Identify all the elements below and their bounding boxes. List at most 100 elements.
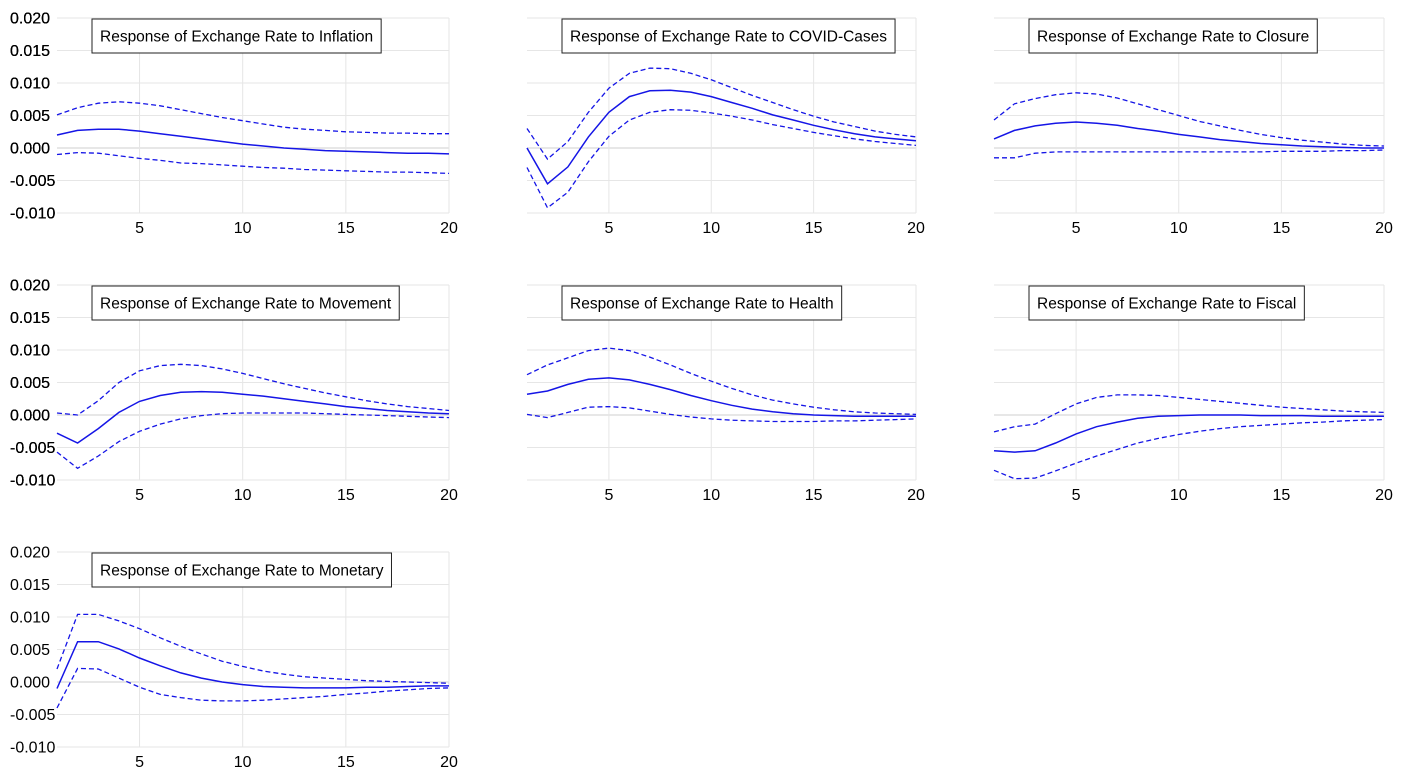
upper-band-line: [56, 101, 449, 135]
y-tick-label: 0.000: [10, 408, 50, 425]
x-tick-label: 15: [337, 220, 355, 237]
panel-title: Response of Exchange Rate to Monetary: [91, 552, 392, 588]
y-tick-label: 0.005: [10, 375, 50, 392]
x-tick-label: 15: [1272, 487, 1290, 504]
title-box: [91, 552, 392, 588]
x-tick-label: 15: [337, 487, 355, 504]
response-line: [993, 414, 1384, 453]
y-tick-label: -0.005: [10, 173, 55, 190]
title-box: [561, 18, 896, 54]
upper-band-line: [56, 613, 450, 684]
title-box: [1028, 18, 1318, 54]
lower-band-line: [994, 149, 1385, 159]
x-tick-label: 10: [234, 220, 252, 237]
y-tick-label: -0.010: [10, 206, 55, 223]
y-tick-label: 0.000: [10, 408, 50, 425]
y-tick-label: 0.020: [10, 545, 50, 562]
y-tick-label: 0.000: [10, 408, 50, 425]
response-line: [56, 390, 450, 444]
y-tick-label: -0.010: [10, 473, 55, 490]
panel-title-text: Response of Exchange Rate to Movement: [100, 296, 392, 313]
x-tick-label: 20: [907, 487, 925, 504]
y-tick-label: 0.000: [10, 141, 50, 158]
y-tick-label: -0.005: [10, 440, 55, 457]
panel-title: Response of Exchange Rate to Closure: [1028, 18, 1318, 54]
y-tick-label: -0.010: [10, 740, 55, 757]
y-tick-label: -0.010: [10, 206, 55, 223]
panel-title-text: Response of Exchange Rate to Monetary: [100, 563, 384, 580]
y-tick-label: -0.010: [10, 206, 55, 223]
x-tick-label: 10: [702, 220, 720, 237]
y-tick-label: 0.005: [10, 642, 50, 659]
x-tick-label: 5: [135, 487, 144, 504]
y-tick-label: -0.005: [10, 173, 55, 190]
panel-1: 0.020 0.015 0.010 0.005 0.000 -0.005 -0.010 5 10…: [10, 11, 458, 238]
upper-band-line: [993, 92, 1385, 147]
title-box: [91, 18, 382, 54]
y-tick-label: 0.015: [10, 310, 50, 327]
response-line: [56, 128, 450, 155]
lower-band-line: [526, 405, 917, 423]
upper-band-line: [56, 363, 450, 416]
panel-6: 0.020 0.015 0.010 0.005 0.000 -0.005 -0.010 5 10…: [10, 278, 1393, 505]
panel-title: Response of Exchange Rate to Fiscal: [1028, 285, 1305, 321]
panel-title: Response of Exchange Rate to Health: [561, 285, 843, 321]
y-tick-label: -0.005: [10, 707, 55, 724]
y-tick-label: 0.000: [10, 141, 50, 158]
y-tick-label: 0.010: [10, 76, 50, 93]
y-tick-label: 0.015: [10, 43, 50, 60]
x-tick-label: 20: [440, 754, 458, 771]
x-tick-label: 10: [702, 487, 720, 504]
lower-band-line: [56, 667, 450, 709]
x-tick-label: 5: [135, 220, 144, 237]
x-tick-label: 15: [805, 487, 823, 504]
upper-band-line: [993, 394, 1385, 433]
panel-title-text: Response of Exchange Rate to Closure: [1037, 29, 1309, 46]
title-box: [91, 285, 400, 321]
y-tick-label: -0.005: [10, 173, 55, 190]
panel-5: 0.020 0.015 0.010 0.005 0.000 -0.005 -0.010 5 10…: [10, 278, 925, 505]
x-tick-label: 10: [1170, 487, 1188, 504]
title-box: [1028, 285, 1305, 321]
x-tick-label: 20: [440, 220, 458, 237]
y-tick-label: 0.015: [10, 310, 50, 327]
panel-title-text: Response of Exchange Rate to Fiscal: [1037, 296, 1296, 313]
y-tick-label: 0.010: [10, 343, 50, 360]
y-tick-label: 0.020: [10, 278, 50, 295]
y-tick-label: 0.015: [10, 577, 50, 594]
y-tick-label: 0.005: [10, 375, 50, 392]
x-tick-label: 5: [1072, 220, 1081, 237]
response-line: [526, 89, 917, 185]
y-tick-label: 0.020: [10, 11, 50, 28]
y-tick-label: -0.005: [10, 440, 55, 457]
y-tick-label: 0.020: [10, 278, 50, 295]
lower-band-line: [56, 151, 450, 175]
y-tick-label: -0.010: [10, 473, 55, 490]
x-tick-label: 5: [1072, 487, 1081, 504]
x-tick-label: 15: [805, 220, 823, 237]
response-line: [56, 640, 449, 689]
y-tick-label: 0.015: [10, 43, 50, 60]
y-tick-label: 0.005: [10, 108, 50, 125]
y-tick-label: 0.000: [10, 675, 50, 692]
panel-title: Response of Exchange Rate to COVID-Cases: [561, 18, 896, 54]
response-line: [526, 377, 916, 418]
y-tick-label: 0.020: [10, 278, 50, 295]
panel-title: Response of Exchange Rate to Inflation: [91, 18, 382, 54]
x-tick-label: 20: [1375, 220, 1393, 237]
panel-title-text: Response of Exchange Rate to COVID-Cases: [570, 29, 887, 46]
x-tick-label: 20: [440, 487, 458, 504]
y-tick-label: 0.020: [10, 11, 50, 28]
panel-title-text: Response of Exchange Rate to Inflation: [100, 29, 373, 46]
y-tick-label: 0.010: [10, 343, 50, 360]
y-tick-label: 0.015: [10, 310, 50, 327]
panel-2: 0.020 0.015 0.010 0.005 0.000 -0.005 -0.010 5 10…: [10, 11, 925, 238]
y-tick-label: 0.010: [10, 610, 50, 627]
y-tick-label: -0.005: [10, 440, 55, 457]
x-tick-label: 20: [1375, 487, 1393, 504]
x-tick-label: 5: [604, 487, 613, 504]
y-tick-label: 0.020: [10, 11, 50, 28]
x-tick-label: 15: [337, 754, 355, 771]
y-tick-label: 0.010: [10, 76, 50, 93]
